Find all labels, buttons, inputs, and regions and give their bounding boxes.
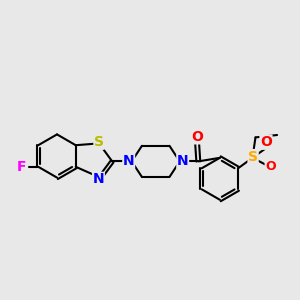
Text: N: N <box>123 154 134 168</box>
Text: N: N <box>177 154 188 168</box>
Text: O: O <box>191 130 203 144</box>
Text: S: S <box>248 150 258 164</box>
Text: O: O <box>265 160 276 173</box>
Text: N: N <box>93 172 104 186</box>
Text: O: O <box>260 135 272 149</box>
Text: F: F <box>17 160 26 174</box>
Text: S: S <box>94 135 104 149</box>
